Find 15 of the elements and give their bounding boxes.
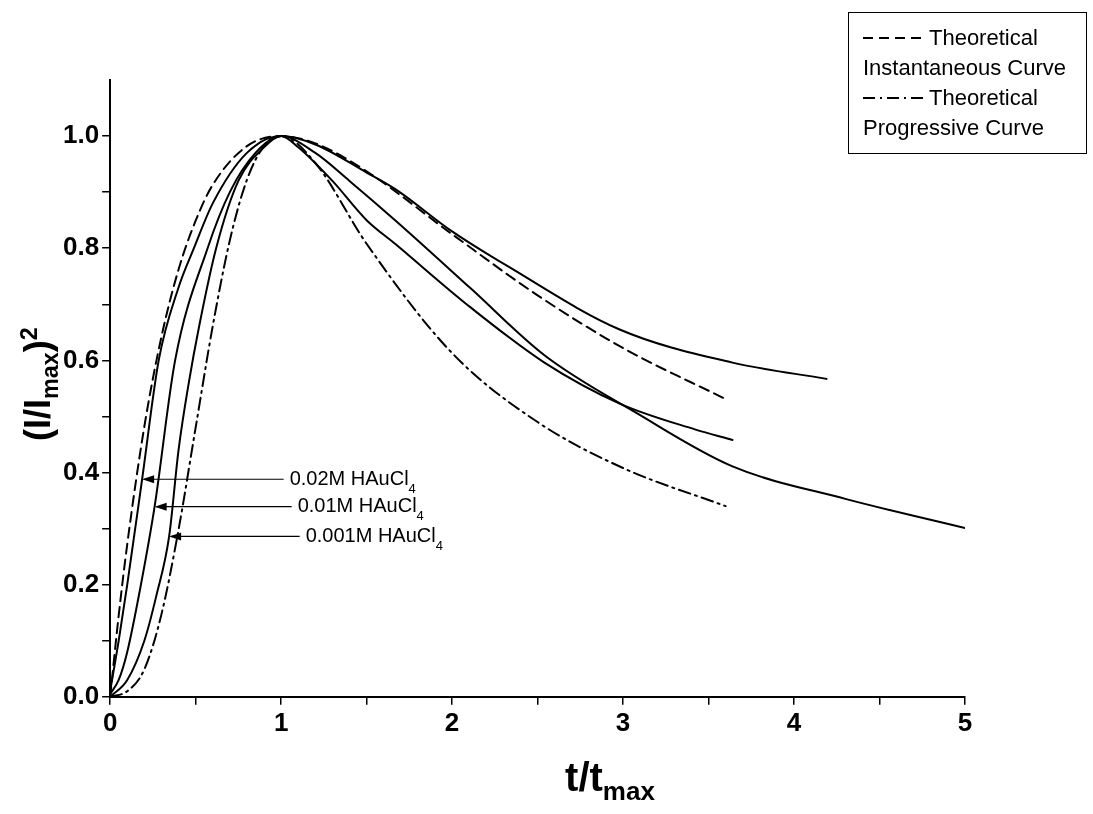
y-tick-label: 0.0 [62,679,100,710]
x-tick-label: 1 [273,706,289,737]
legend-label: Theoretical Instantaneous Curve [862,24,1066,82]
x-tick-label: 0 [102,706,118,737]
x-axis-title: t/t$_{max}$ [564,755,656,807]
y-tick-label: 0.8 [62,231,100,262]
x-tick-label: 5 [957,706,973,737]
y-tick-label: 1.0 [62,119,100,150]
x-tick-label: 2 [444,706,460,737]
x-tick-label: 3 [615,706,631,737]
x-tick-label: 4 [786,706,802,737]
legend-label: Theoretical Progressive Curve [862,84,1045,142]
y-tick-label: 0.2 [62,567,100,598]
y-tick-label: 0.4 [62,455,100,486]
y-tick-label: 0.6 [62,343,100,374]
